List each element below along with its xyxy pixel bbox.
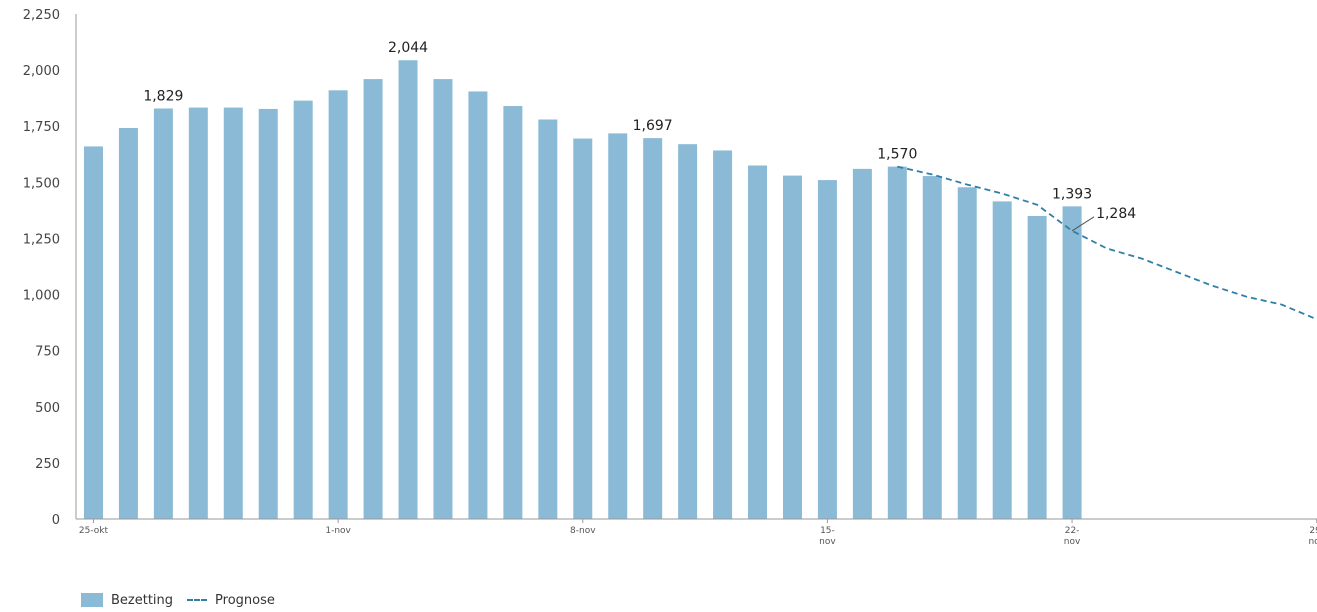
bar-bezetting [468, 91, 488, 519]
data-label: 1,697 [633, 118, 673, 134]
bar-bezetting [188, 107, 208, 520]
bar-bezetting [503, 106, 523, 520]
data-label: 1,284 [1096, 206, 1136, 222]
bar-bezetting [118, 128, 138, 520]
data-label: 1,570 [877, 147, 917, 163]
bar-bezetting [713, 150, 733, 519]
y-tick-label: 1,500 [23, 176, 60, 191]
bar-bezetting [817, 180, 837, 520]
bar-bezetting [887, 166, 907, 519]
data-label: 1,829 [143, 88, 183, 104]
bar-line-chart: 0 250 500 750 1,000 1,250 1,500 1,750 2,000 2,250… [23, 8, 1317, 547]
x-tick-label: 15-nov [819, 526, 836, 547]
x-tick-label: 29-nov [1308, 526, 1317, 547]
legend-dash-prognose [187, 599, 208, 601]
legend-swatch-bezetting [81, 593, 103, 607]
bar-bezetting [573, 138, 593, 520]
data-label: 2,044 [388, 40, 428, 56]
y-tick-label: 750 [35, 345, 60, 360]
bar-bezetting [433, 79, 453, 519]
bar-bezetting [83, 146, 103, 519]
y-tick-label: 1,250 [23, 232, 60, 247]
legend: Bezetting Prognose [81, 590, 275, 610]
bar-bezetting [678, 144, 698, 519]
x-tick-label: 8-nov [570, 526, 596, 536]
y-tick-label: 2,250 [23, 8, 60, 23]
bar-bezetting [363, 79, 383, 519]
x-tick-label: 1-nov [325, 526, 351, 536]
data-label-leader [1071, 216, 1095, 232]
data-label: 1,393 [1052, 186, 1092, 202]
bar-bezetting [398, 60, 418, 519]
legend-label-bezetting: Bezetting [111, 592, 174, 608]
x-tick-label: 25-okt [79, 526, 109, 536]
x-axis: 25-okt 1-nov 8-nov 15-nov 22-nov 29-nov [76, 518, 1317, 547]
bar-bezetting [538, 119, 558, 519]
y-tick-label: 1,000 [23, 289, 60, 304]
y-tick-label: 250 [35, 457, 60, 472]
bar-bezetting [223, 107, 243, 520]
bar-bezetting [643, 138, 663, 519]
bar-bezetting [1062, 206, 1082, 520]
bar-bezetting [992, 201, 1012, 519]
bar-bezetting [258, 108, 278, 519]
y-tick-label: 0 [52, 513, 60, 528]
bar-bezetting [852, 168, 872, 519]
bar-bezetting [957, 187, 977, 519]
prognose-line [897, 165, 1317, 321]
y-tick-label: 2,000 [23, 64, 60, 79]
bar-bezetting [1027, 216, 1047, 519]
bar-bezetting [782, 175, 802, 519]
y-tick-label: 500 [35, 401, 60, 416]
bar-bezetting [153, 108, 173, 519]
legend-label-prognose: Prognose [215, 592, 275, 608]
y-tick-label: 1,750 [23, 120, 60, 135]
bar-bezetting [328, 90, 348, 520]
prognose-line-group [897, 165, 1317, 321]
x-tick-label: 22-nov [1064, 526, 1081, 547]
bar-bezetting [608, 133, 628, 519]
y-axis: 0 250 500 750 1,000 1,250 1,500 1,750 2,000 2,250 [23, 8, 77, 528]
bar-bezetting [293, 100, 313, 519]
bar-bezetting [748, 165, 768, 519]
bar-bezetting [922, 176, 942, 519]
bars-bezetting [83, 60, 1082, 520]
